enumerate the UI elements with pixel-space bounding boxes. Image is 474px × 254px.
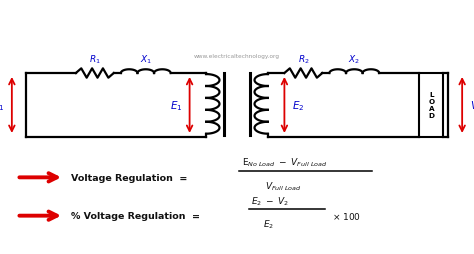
Text: $E_{1}$: $E_{1}$ bbox=[170, 99, 182, 113]
Text: $X_{1}$: $X_{1}$ bbox=[140, 53, 152, 66]
Text: www.electricaltechnology.org: www.electricaltechnology.org bbox=[194, 54, 280, 59]
Text: L
O
A
D: L O A D bbox=[428, 92, 434, 119]
Text: $E_{2}$: $E_{2}$ bbox=[292, 99, 305, 113]
Text: $V_{1}$: $V_{1}$ bbox=[0, 99, 4, 113]
Bar bbox=[419, 74, 443, 137]
Text: What is the Transformer's Voltage Regulation?: What is the Transformer's Voltage Regula… bbox=[7, 13, 401, 28]
Text: Voltage Regulation  =: Voltage Regulation = bbox=[71, 173, 188, 182]
Text: $\times\ 100$: $\times\ 100$ bbox=[332, 210, 361, 221]
Text: $X_{2}$: $X_{2}$ bbox=[348, 53, 360, 66]
Text: $E_{2}\ -\ V_{2}$: $E_{2}\ -\ V_{2}$ bbox=[251, 195, 290, 207]
Text: % Voltage Regulation  =: % Voltage Regulation = bbox=[71, 211, 200, 220]
Text: $R_{1}$: $R_{1}$ bbox=[89, 53, 100, 66]
Text: $R_{2}$: $R_{2}$ bbox=[298, 53, 309, 66]
Text: $V_{2}$: $V_{2}$ bbox=[470, 99, 474, 113]
Text: $\mathregular{E}_{No\ Load}\ -\ V_{Full\ Load}$: $\mathregular{E}_{No\ Load}\ -\ V_{Full\… bbox=[242, 156, 327, 169]
Text: $E_{2}$: $E_{2}$ bbox=[263, 217, 274, 230]
Text: $V_{Full\ Load}$: $V_{Full\ Load}$ bbox=[265, 179, 302, 192]
